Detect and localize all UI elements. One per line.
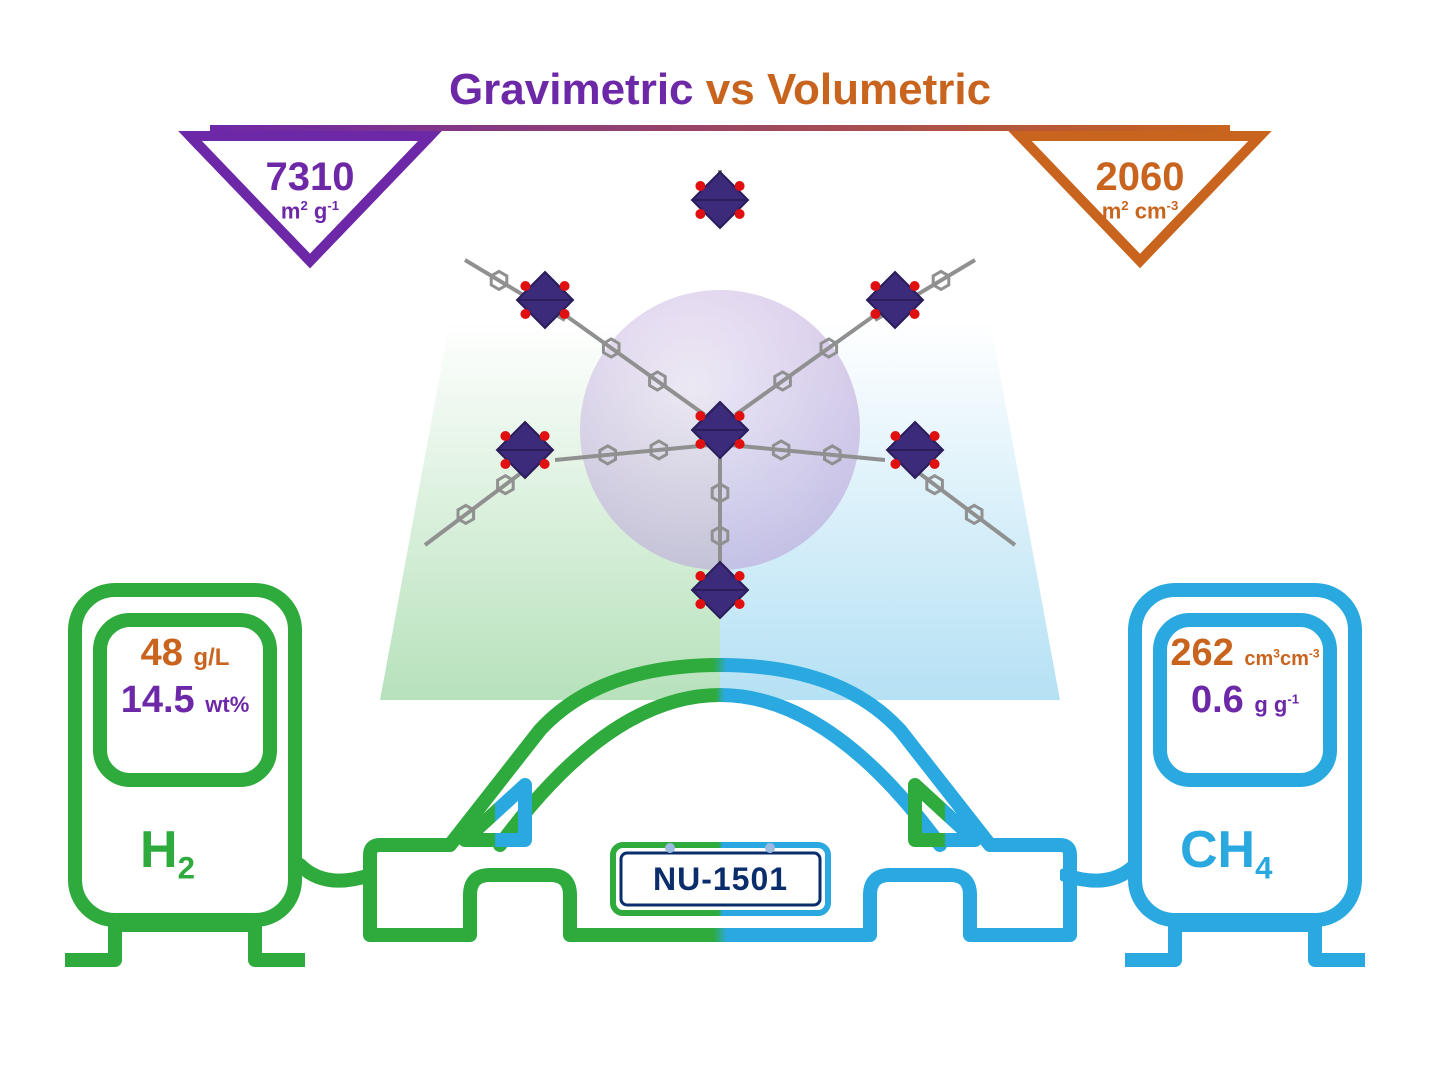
h2-gravimetric-row: 14.5 wt%: [85, 679, 285, 722]
volumetric-unit: m2 cm-3: [1065, 199, 1215, 224]
gravimetric-unit: m2 g-1: [240, 199, 380, 224]
h2-readout: 48 g/L 14.5 wt%: [85, 632, 285, 722]
ch4-grav-unit: g g-1: [1254, 692, 1299, 717]
volumetric-value: 2060 m2 cm-3: [1065, 155, 1215, 224]
title-volumetric: Volumetric: [767, 65, 991, 114]
h2-label: H2: [140, 820, 195, 886]
h2-grav-value: 14.5: [121, 679, 195, 721]
h2-label-text: H: [140, 821, 178, 879]
car-icon: [350, 655, 1090, 975]
ch4-readout: 262 cm3cm-3 0.6 g g-1: [1145, 632, 1345, 722]
ch4-grav-value: 0.6: [1191, 679, 1244, 721]
h2-vol-value: 48: [141, 632, 183, 674]
title: Gravimetric vs Volumetric: [449, 65, 991, 115]
title-gravimetric: Gravimetric: [449, 65, 694, 114]
plate-text: NU-1501: [653, 861, 788, 897]
volumetric-number: 2060: [1065, 155, 1215, 199]
h2-vol-unit: g/L: [193, 644, 229, 671]
ch4-gravimetric-row: 0.6 g g-1: [1145, 679, 1345, 722]
h2-label-sub: 2: [178, 850, 195, 885]
ch4-label-sub: 4: [1255, 850, 1272, 885]
h2-volumetric-row: 48 g/L: [85, 632, 285, 675]
title-vs: vs: [706, 65, 755, 114]
ch4-volumetric-row: 262 cm3cm-3: [1145, 632, 1345, 675]
ch4-vol-unit: cm3cm-3: [1244, 648, 1319, 670]
ch4-label-text: CH: [1180, 821, 1255, 879]
mof-structure-icon: [395, 150, 1045, 650]
gravimetric-number: 7310: [240, 155, 380, 199]
ch4-vol-value: 262: [1170, 632, 1233, 674]
ch4-label: CH4: [1180, 820, 1272, 886]
h2-grav-unit: wt%: [205, 692, 249, 717]
gravimetric-value: 7310 m2 g-1: [240, 155, 380, 224]
license-plate: NU-1501: [613, 845, 828, 913]
